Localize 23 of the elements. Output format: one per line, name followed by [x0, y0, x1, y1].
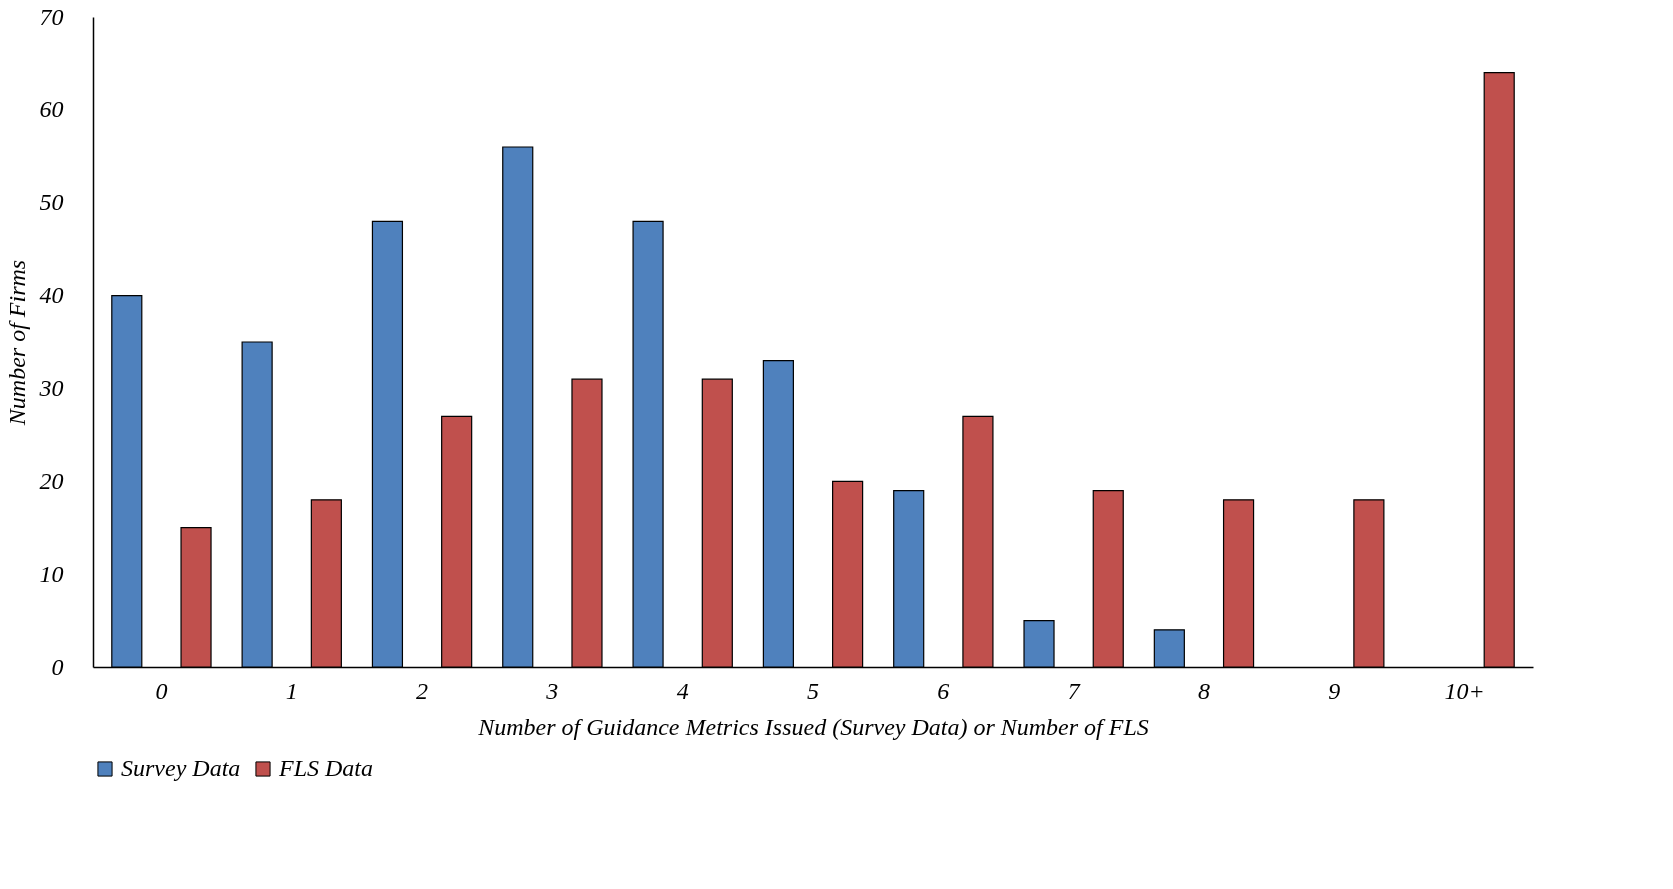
- y-tick-label: 40: [39, 282, 64, 309]
- x-tick-label: 5: [807, 677, 819, 704]
- y-tick-label: 10: [39, 560, 64, 587]
- y-tick-label: 20: [39, 467, 64, 494]
- y-axis-title: Number of Firms: [3, 259, 30, 427]
- x-tick-label: 0: [155, 677, 168, 704]
- x-tick-label: 9: [1328, 677, 1341, 704]
- x-tick-label: 1: [285, 677, 298, 704]
- y-tick-label: 50: [39, 189, 64, 216]
- x-tick-label: 6: [937, 677, 950, 704]
- x-tick-label: 8: [1197, 677, 1210, 704]
- legend-label: FLS Data: [278, 755, 374, 781]
- x-axis-title: Number of Guidance Metrics Issued (Survey Data) or Number of FLS: [477, 713, 1149, 740]
- legend-label: Survey Data: [121, 755, 241, 781]
- x-tick-label: 4: [676, 677, 689, 704]
- y-tick-label: 60: [39, 96, 64, 123]
- y-tick-label: 70: [39, 3, 64, 30]
- x-tick-label: 10+: [1444, 677, 1485, 704]
- y-tick-label: 30: [38, 374, 64, 401]
- x-tick-label: 2: [416, 677, 429, 704]
- x-tick-label: 7: [1067, 677, 1081, 704]
- y-tick-label: 0: [51, 653, 64, 680]
- x-tick-label: 3: [545, 677, 559, 704]
